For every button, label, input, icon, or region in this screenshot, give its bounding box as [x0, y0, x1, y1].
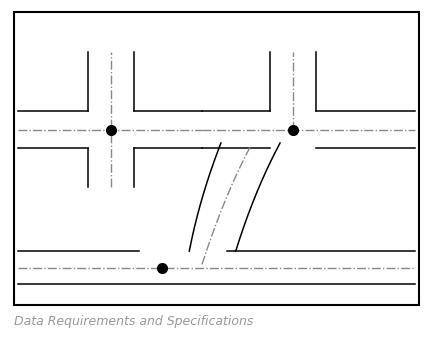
- Text: Data Requirements and Specifications: Data Requirements and Specifications: [14, 315, 253, 328]
- Bar: [14, 12, 419, 305]
